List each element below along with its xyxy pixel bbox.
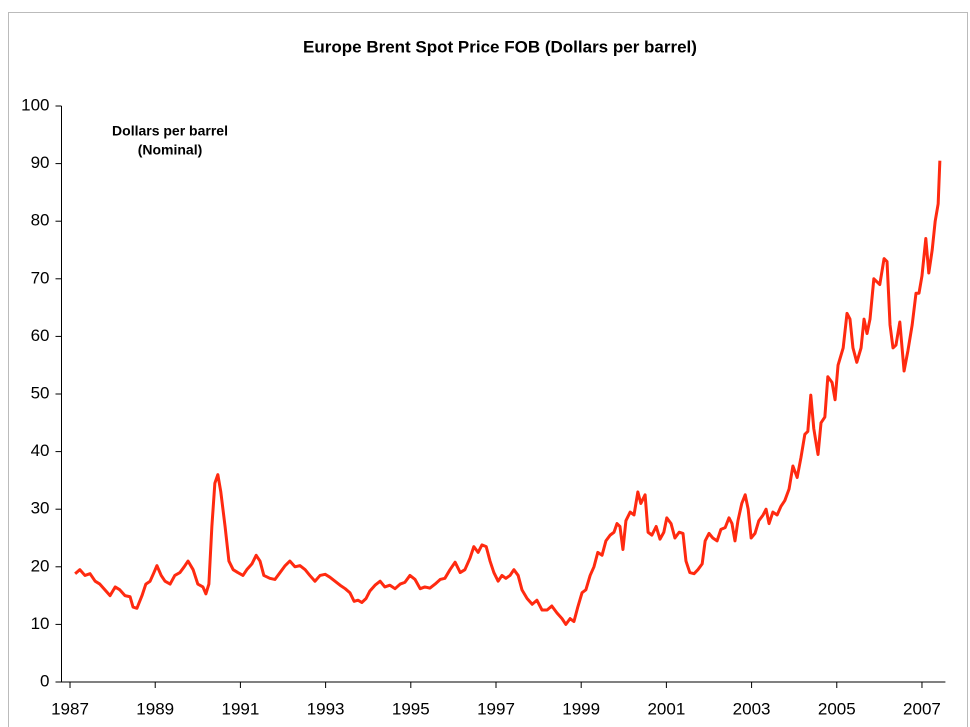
y-tick-label: 0 [40,671,49,690]
price-line [74,160,942,626]
x-tick-label: 1991 [221,699,259,718]
x-tick-label: 2003 [733,699,771,718]
chart-title: Europe Brent Spot Price FOB (Dollars per… [303,37,697,56]
x-tick-label: 2001 [647,699,685,718]
x-tick-label: 1999 [562,699,600,718]
x-tick-label: 1989 [136,699,174,718]
y-tick-label: 100 [21,95,49,114]
annotation: Dollars per barrel [112,123,228,139]
y-tick-label: 80 [31,211,50,230]
annotation: (Nominal) [138,142,203,158]
x-tick-label: 2007 [903,699,941,718]
y-tick-label: 90 [31,153,50,172]
chart-frame [8,12,968,727]
x-tick-label: 1997 [477,699,515,718]
y-tick-label: 60 [31,326,50,345]
y-tick-label: 50 [31,383,50,402]
x-tick-label: 1993 [307,699,345,718]
y-tick-label: 70 [31,268,50,287]
x-tick-label: 1987 [51,699,89,718]
y-tick-label: 20 [31,556,50,575]
y-tick-label: 40 [31,441,50,460]
y-tick-label: 30 [31,499,50,518]
x-tick-label: 2005 [818,699,856,718]
x-tick-label: 1995 [392,699,430,718]
y-tick-label: 10 [31,614,50,633]
